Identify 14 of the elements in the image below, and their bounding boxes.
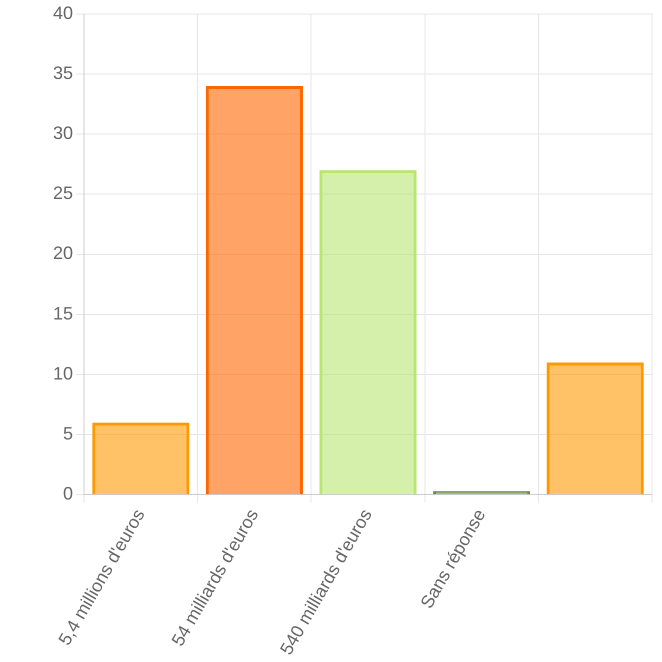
- bar: [92, 422, 190, 494]
- bar: [319, 170, 417, 494]
- y-tick-label: 35: [52, 62, 74, 83]
- y-tick-label: 40: [52, 2, 74, 23]
- bar: [546, 362, 644, 494]
- y-tick-label: 15: [52, 303, 74, 324]
- y-tick-label: 20: [52, 243, 74, 264]
- y-tick-label: 25: [52, 183, 74, 204]
- y-tick-label: 5: [63, 424, 74, 444]
- y-tick-label: 30: [52, 123, 74, 143]
- bar: [206, 86, 303, 494]
- bar: [433, 491, 530, 494]
- y-tick-label: 0: [63, 484, 74, 504]
- y-tick-label: 10: [52, 363, 74, 384]
